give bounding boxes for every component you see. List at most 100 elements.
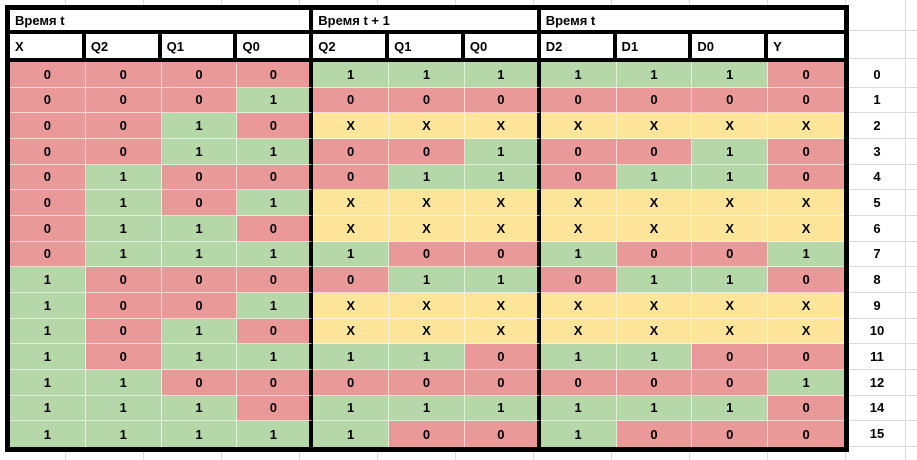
table-cell[interactable]: 0 bbox=[237, 369, 314, 396]
table-cell[interactable]: 1 bbox=[85, 215, 162, 242]
table-cell[interactable]: X bbox=[313, 190, 390, 216]
table-cell[interactable]: 1 bbox=[692, 267, 769, 293]
table-cell[interactable]: X bbox=[464, 190, 541, 216]
table-cell[interactable]: 1 bbox=[464, 62, 541, 88]
table-cell[interactable]: 1 bbox=[85, 190, 162, 216]
row-label[interactable]: 9 bbox=[849, 293, 905, 319]
table-cell[interactable]: 0 bbox=[85, 138, 162, 165]
table-cell[interactable]: 0 bbox=[616, 421, 693, 447]
row-label[interactable]: 12 bbox=[849, 370, 905, 396]
table-cell[interactable]: 1 bbox=[10, 344, 86, 370]
table-cell[interactable]: X bbox=[768, 292, 844, 319]
table-cell[interactable]: 1 bbox=[161, 113, 238, 139]
table-cell[interactable]: 0 bbox=[540, 267, 617, 293]
table-cell[interactable]: 1 bbox=[389, 62, 465, 88]
table-cell[interactable]: 1 bbox=[313, 62, 390, 88]
table-cell[interactable]: 1 bbox=[692, 395, 769, 422]
table-cell[interactable]: 1 bbox=[85, 241, 162, 268]
table-cell[interactable]: 1 bbox=[616, 267, 693, 293]
table-cell[interactable]: X bbox=[616, 318, 693, 345]
table-cell[interactable]: 0 bbox=[237, 62, 314, 88]
table-cell[interactable]: 0 bbox=[85, 62, 162, 88]
table-cell[interactable]: 0 bbox=[389, 369, 465, 396]
table-cell[interactable]: 1 bbox=[540, 62, 617, 88]
table-cell[interactable]: 0 bbox=[540, 138, 617, 165]
col-header-q1[interactable]: Q1 bbox=[161, 34, 238, 62]
table-cell[interactable]: 0 bbox=[616, 369, 693, 396]
table-cell[interactable]: 0 bbox=[85, 318, 162, 345]
table-cell[interactable]: 1 bbox=[313, 395, 390, 422]
table-cell[interactable]: 0 bbox=[692, 241, 769, 268]
table-cell[interactable]: 1 bbox=[464, 395, 541, 422]
table-cell[interactable]: 1 bbox=[313, 241, 390, 268]
table-cell[interactable]: 1 bbox=[692, 164, 769, 191]
table-cell[interactable]: 1 bbox=[540, 395, 617, 422]
row-label[interactable]: 4 bbox=[849, 165, 905, 191]
table-cell[interactable]: 0 bbox=[161, 62, 238, 88]
table-cell[interactable]: X bbox=[616, 113, 693, 139]
table-cell[interactable]: 0 bbox=[237, 113, 314, 139]
table-cell[interactable]: X bbox=[692, 190, 769, 216]
table-cell[interactable]: 1 bbox=[616, 164, 693, 191]
table-cell[interactable]: 0 bbox=[237, 395, 314, 422]
col-header-y[interactable]: Y bbox=[768, 34, 844, 62]
table-cell[interactable]: X bbox=[464, 113, 541, 139]
table-cell[interactable]: 0 bbox=[161, 369, 238, 396]
table-cell[interactable]: 0 bbox=[237, 267, 314, 293]
table-cell[interactable]: 0 bbox=[161, 190, 238, 216]
table-cell[interactable]: 1 bbox=[237, 87, 314, 114]
table-cell[interactable]: X bbox=[389, 318, 465, 345]
table-cell[interactable]: 1 bbox=[10, 395, 86, 422]
table-cell[interactable]: 0 bbox=[10, 164, 86, 191]
table-cell[interactable]: 0 bbox=[10, 215, 86, 242]
table-cell[interactable]: 1 bbox=[10, 369, 86, 396]
table-cell[interactable]: X bbox=[313, 215, 390, 242]
table-cell[interactable]: 1 bbox=[389, 267, 465, 293]
table-cell[interactable]: X bbox=[389, 113, 465, 139]
table-cell[interactable]: X bbox=[313, 292, 390, 319]
col-header-d0[interactable]: D0 bbox=[692, 34, 769, 62]
table-cell[interactable]: X bbox=[540, 292, 617, 319]
col-header-q2[interactable]: Q2 bbox=[85, 34, 162, 62]
table-cell[interactable]: 1 bbox=[10, 421, 86, 447]
row-label[interactable]: 5 bbox=[849, 190, 905, 216]
table-cell[interactable]: 1 bbox=[616, 395, 693, 422]
table-cell[interactable]: 0 bbox=[10, 87, 86, 114]
table-cell[interactable]: 0 bbox=[10, 190, 86, 216]
table-cell[interactable]: 0 bbox=[313, 87, 390, 114]
table-cell[interactable]: 1 bbox=[540, 241, 617, 268]
table-cell[interactable]: 1 bbox=[389, 344, 465, 370]
table-cell[interactable]: 0 bbox=[540, 164, 617, 191]
table-cell[interactable]: 0 bbox=[768, 421, 844, 447]
table-cell[interactable]: 0 bbox=[768, 395, 844, 422]
table-cell[interactable]: 0 bbox=[313, 164, 390, 191]
table-cell[interactable]: 0 bbox=[768, 267, 844, 293]
table-cell[interactable]: 0 bbox=[237, 318, 314, 345]
table-cell[interactable]: 1 bbox=[389, 395, 465, 422]
table-cell[interactable]: X bbox=[692, 113, 769, 139]
table-cell[interactable]: X bbox=[768, 113, 844, 139]
table-cell[interactable]: 1 bbox=[237, 241, 314, 268]
table-cell[interactable]: X bbox=[464, 318, 541, 345]
table-cell[interactable]: 0 bbox=[389, 421, 465, 447]
table-cell[interactable]: 0 bbox=[85, 344, 162, 370]
col-header-q0[interactable]: Q0 bbox=[237, 34, 314, 62]
table-cell[interactable]: 0 bbox=[389, 241, 465, 268]
table-cell[interactable]: 1 bbox=[161, 395, 238, 422]
table-cell[interactable]: 0 bbox=[161, 267, 238, 293]
table-cell[interactable]: 1 bbox=[161, 318, 238, 345]
row-label[interactable]: 2 bbox=[849, 113, 905, 139]
table-cell[interactable]: 1 bbox=[237, 421, 314, 447]
table-cell[interactable]: 1 bbox=[161, 215, 238, 242]
table-cell[interactable]: 0 bbox=[768, 138, 844, 165]
table-cell[interactable]: 0 bbox=[313, 267, 390, 293]
table-cell[interactable]: 1 bbox=[161, 344, 238, 370]
table-cell[interactable]: 1 bbox=[313, 421, 390, 447]
table-cell[interactable]: 0 bbox=[692, 344, 769, 370]
table-cell[interactable]: 0 bbox=[85, 292, 162, 319]
table-cell[interactable]: 0 bbox=[616, 87, 693, 114]
table-cell[interactable]: 1 bbox=[237, 344, 314, 370]
table-cell[interactable]: X bbox=[692, 318, 769, 345]
col-header-d2[interactable]: D2 bbox=[540, 34, 617, 62]
table-cell[interactable]: 0 bbox=[10, 113, 86, 139]
